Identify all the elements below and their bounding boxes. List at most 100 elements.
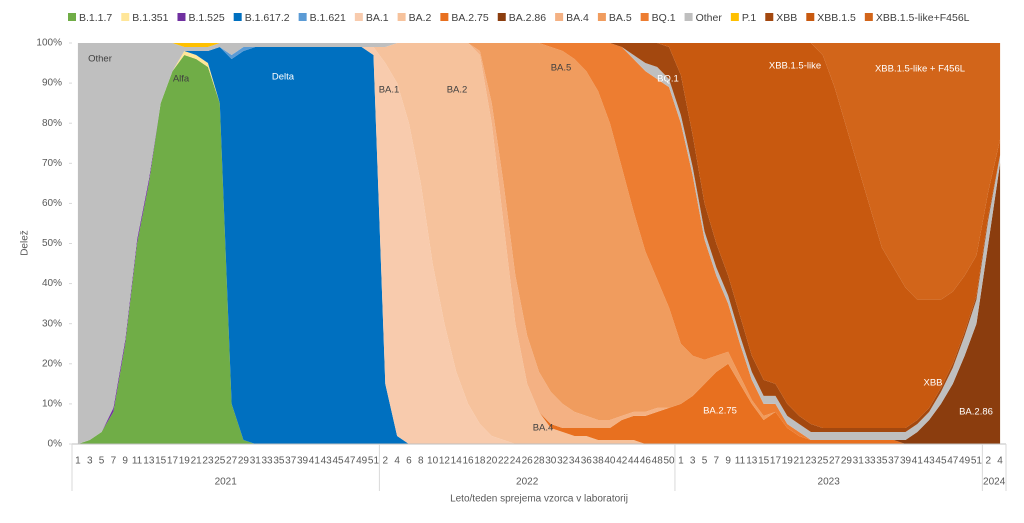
x-tick-label: 25 <box>817 456 829 467</box>
legend-label: B.1.1.7 <box>79 12 112 24</box>
x-tick-label: 37 <box>285 456 297 467</box>
x-tick-label: 43 <box>321 456 333 467</box>
legend-label: BA.5 <box>609 12 632 24</box>
x-tick-label: 45 <box>935 456 947 467</box>
x-group-label: 2022 <box>516 477 539 488</box>
x-tick-label: 24 <box>510 456 522 467</box>
annotation: Other <box>88 54 112 65</box>
x-tick-label: 5 <box>702 456 708 467</box>
x-tick-label: 21 <box>794 456 806 467</box>
legend-label: B.1.617.2 <box>245 12 290 24</box>
x-tick-label: 36 <box>581 456 593 467</box>
legend-label: BA.1 <box>366 12 389 24</box>
x-tick-label: 5 <box>99 456 105 467</box>
x-tick-label: 23 <box>805 456 817 467</box>
legend: B.1.1.7 B.1.351 B.1.525 B.1.617.2 B.1.621 BA.… <box>68 12 970 24</box>
legend-swatch <box>640 13 649 21</box>
legend-label: B.1.621 <box>310 12 346 24</box>
x-tick-label: 9 <box>725 456 731 467</box>
annotation: BQ.1 <box>657 74 679 85</box>
x-tick-label: 18 <box>474 456 486 467</box>
x-tick-label: 38 <box>593 456 605 467</box>
legend-label: BA.2 <box>409 12 432 24</box>
x-tick-label: 39 <box>297 456 309 467</box>
x-tick-label: 29 <box>841 456 853 467</box>
y-tick-label: 40% <box>42 278 62 289</box>
y-tick-label: 90% <box>42 78 62 89</box>
x-tick-label: 27 <box>226 456 238 467</box>
legend-label: BA.4 <box>566 12 589 24</box>
legend-swatch <box>806 13 815 21</box>
y-tick-label: 70% <box>42 158 62 169</box>
x-tick-label: 15 <box>758 456 770 467</box>
annotation: BA.4 <box>533 423 554 434</box>
x-tick-label: 19 <box>179 456 191 467</box>
annotation: BA.5 <box>551 63 572 74</box>
x-tick-label: 51 <box>971 456 983 467</box>
x-tick-label: 33 <box>864 456 876 467</box>
x-group-label: 2024 <box>983 477 1006 488</box>
y-axis-title: Delež <box>20 230 31 256</box>
x-tick-label: 3 <box>87 456 93 467</box>
legend-label: B.1.351 <box>132 12 168 24</box>
x-group-label: 2023 <box>818 477 841 488</box>
x-tick-label: 29 <box>238 456 250 467</box>
x-tick-label: 13 <box>746 456 758 467</box>
legend-swatch <box>233 13 242 21</box>
x-tick-label: 40 <box>604 456 616 467</box>
x-tick-label: 2 <box>383 456 389 467</box>
x-tick-label: 48 <box>652 456 664 467</box>
x-tick-label: 49 <box>356 456 368 467</box>
x-tick-label: 46 <box>640 456 652 467</box>
x-tick-label: 30 <box>545 456 557 467</box>
x-tick-label: 17 <box>167 456 179 467</box>
y-tick-label: 10% <box>42 399 62 410</box>
x-tick-label: 33 <box>262 456 274 467</box>
x-tick-label: 34 <box>569 456 581 467</box>
plot-areas <box>77 43 1001 445</box>
annotation: BA.2.86 <box>959 407 993 418</box>
area <box>77 43 1001 428</box>
annotation: BA.2.75 <box>703 406 737 417</box>
x-tick-label: 17 <box>770 456 782 467</box>
x-tick-label: 6 <box>406 456 412 467</box>
x-tick-label: 12 <box>439 456 451 467</box>
x-tick-label: 26 <box>522 456 534 467</box>
annotation: XBB <box>923 378 942 389</box>
annotation: BA.2 <box>447 85 468 96</box>
x-tick-label: 14 <box>451 456 463 467</box>
legend-swatch <box>440 13 449 21</box>
legend-swatch <box>765 13 774 21</box>
x-tick-label: 8 <box>418 456 424 467</box>
x-tick-label: 7 <box>714 456 720 467</box>
x-tick-label: 41 <box>912 456 924 467</box>
x-tick-label: 42 <box>616 456 628 467</box>
x-tick-label: 27 <box>829 456 841 467</box>
x-tick-label: 35 <box>273 456 285 467</box>
legend-label: BA.2.86 <box>509 12 547 24</box>
x-tick-label: 3 <box>690 456 696 467</box>
legend-swatch <box>354 13 363 21</box>
legend-label: XBB.1.5-like+F456L <box>876 12 970 24</box>
x-tick-label: 49 <box>959 456 971 467</box>
x-tick-label: 51 <box>368 456 380 467</box>
x-tick-label: 47 <box>344 456 356 467</box>
legend-label: XBB <box>776 12 797 24</box>
x-tick-label: 50 <box>663 456 675 467</box>
legend-swatch <box>684 13 693 21</box>
x-tick-label: 11 <box>132 456 143 467</box>
legend-swatch <box>730 13 739 21</box>
x-tick-label: 43 <box>924 456 936 467</box>
x-tick-label: 15 <box>155 456 167 467</box>
annotation: BA.1 <box>379 85 400 96</box>
x-tick-label: 4 <box>997 456 1003 467</box>
legend-label: BQ.1 <box>652 12 676 24</box>
annotation: Alfa <box>173 74 190 85</box>
legend-swatch <box>864 13 873 21</box>
legend-label: BA.2.75 <box>451 12 489 24</box>
y-tick-label: 20% <box>42 358 62 369</box>
x-tick-label: 10 <box>427 456 439 467</box>
x-axis-title: Leto/teden sprejema vzorca v laboratorij <box>450 494 628 505</box>
annotation: Delta <box>272 72 295 83</box>
y-tick-label: 60% <box>42 198 62 209</box>
